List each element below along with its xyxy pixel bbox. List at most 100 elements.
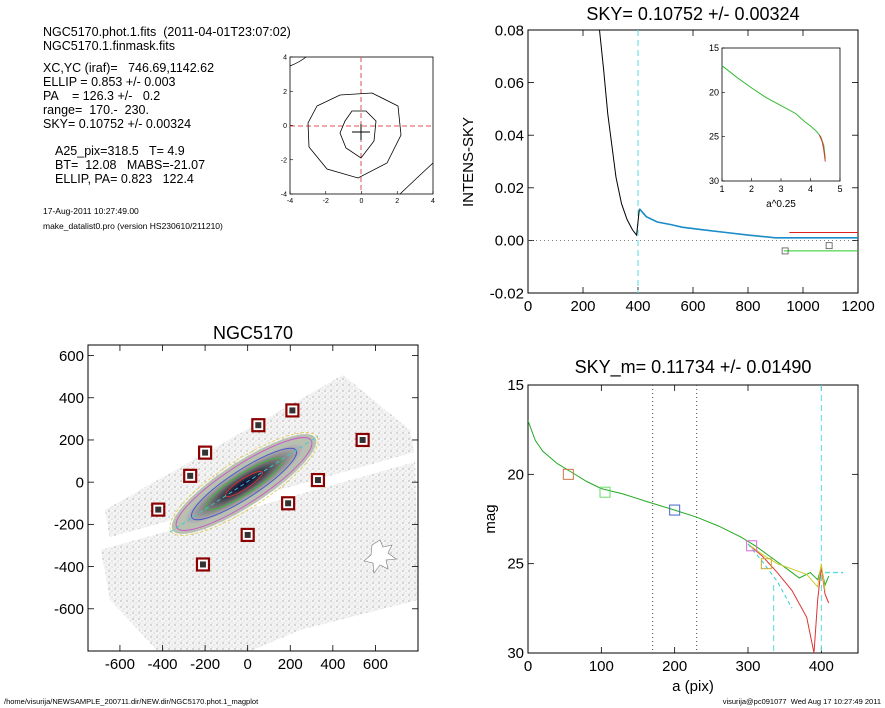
cc-ytick-label-4: -4	[281, 192, 287, 199]
inset-xtick-label-1: 2	[749, 184, 754, 194]
star-core-3	[187, 472, 194, 479]
gal-ytick-label-6: -600	[54, 601, 84, 618]
sky-ytick-label-0: 0.08	[495, 22, 524, 39]
gal-ytick-label-2: 200	[59, 432, 84, 449]
gal-xtick-label-6: 600	[363, 656, 388, 673]
header-line-sky: SKY= 0.10752 +/- 0.00324	[43, 117, 192, 131]
header-line-bt: BT= 12.08 MABS=-21.07	[55, 158, 206, 172]
sky-marker-1	[825, 242, 833, 250]
contour-corner	[289, 56, 307, 67]
star-core-9	[199, 561, 206, 568]
galaxy-title: NGC5170	[213, 323, 293, 343]
center-contour-panel: -4 -2 0 2 4 4 2 0 -2 -4	[281, 55, 435, 206]
sky-ytick-label-2: 0.04	[495, 127, 524, 144]
galaxy-image	[100, 375, 418, 651]
cc-xtick-label-2: 0	[360, 198, 364, 205]
sky-series-0	[599, 30, 640, 237]
galaxy-majoraxis	[169, 435, 319, 533]
mag-xtick-label-0: 0	[524, 658, 532, 675]
mag-marker-3	[746, 540, 758, 552]
cc-xtick-label-0: -4	[287, 198, 293, 205]
mag-marker-1	[599, 486, 611, 498]
header-date: 17-Aug-2011 10:27:49.00	[43, 206, 139, 216]
mag-ylabel: mag	[482, 504, 499, 533]
footer-user: visurija@pc091077 Wed Aug 17 10:27:49 20…	[722, 697, 881, 706]
inset-xtick-label-4: 5	[837, 184, 842, 194]
star-core-0	[255, 422, 262, 429]
cc-ytick-label-2: 0	[283, 123, 287, 130]
mag-marker-2	[669, 504, 681, 516]
header-line-ellip: ELLIP = 0.853 +/- 0.003	[43, 75, 176, 89]
gal-ytick-label-5: -400	[54, 559, 84, 576]
sky-inset-xlabel: a^0.25	[766, 199, 796, 210]
mag-series-3	[747, 543, 793, 609]
center-cross-marker	[352, 124, 370, 140]
sky-xtick-label-6: 1200	[841, 298, 874, 315]
star-core-6	[285, 500, 292, 507]
mag-xtick-label-4: 400	[809, 658, 834, 675]
mag-xlabel: a (pix)	[672, 678, 714, 695]
header-line-ellip-pa: ELLIP, PA= 0.823 122.4	[55, 172, 194, 186]
inset-xtick-label-3: 4	[808, 184, 813, 194]
galaxy-body	[184, 443, 304, 525]
header-line-a25: A25_pix=318.5 T= 4.9	[55, 144, 185, 158]
gal-xtick-label-4: 200	[278, 656, 303, 673]
sky-xtick-label-2: 400	[625, 298, 650, 315]
inset-ytick-label-0: 15	[709, 43, 719, 53]
sky-inset-frame	[721, 47, 841, 182]
star-core-5	[314, 477, 321, 484]
mag-xtick-label-3: 300	[735, 658, 760, 675]
contour-middle	[307, 92, 402, 179]
gal-xtick-label-1: -400	[148, 656, 178, 673]
mag-frame	[527, 384, 859, 654]
contour-outer	[399, 162, 434, 195]
gal-ytick-label-1: 400	[59, 390, 84, 407]
galaxy-frame	[87, 344, 419, 652]
gal-xtick-label-0: -600	[105, 656, 135, 673]
mag-marker-4	[760, 558, 772, 570]
sky-ytick-label-3: 0.02	[495, 180, 524, 197]
cc-ytick-label-1: 2	[283, 89, 287, 96]
gal-xtick-label-5: 400	[320, 656, 345, 673]
mag-series-1	[747, 543, 830, 653]
sky-ytick-label-1: 0.06	[495, 75, 524, 92]
inset-ytick-label-1: 20	[709, 87, 719, 97]
sky-xtick-label-5: 1000	[786, 298, 819, 315]
mag-marker-0	[562, 468, 574, 480]
inset-series	[721, 65, 826, 159]
contour-inner	[339, 110, 377, 159]
inset-ytick-label-3: 30	[709, 176, 719, 186]
sky-ytick-label-5: -0.02	[490, 285, 524, 302]
star-core-2	[202, 449, 209, 456]
mag-ytick-label-1: 20	[507, 466, 524, 483]
cc-ytick-label-0: 4	[283, 55, 287, 62]
gal-xtick-label-3: 0	[244, 656, 252, 673]
gal-ytick-label-0: 600	[59, 348, 84, 365]
header-line-range: range= 170.- 230.	[43, 103, 149, 117]
mag-ytick-label-3: 30	[507, 645, 524, 662]
cc-xtick-label-1: -2	[323, 198, 329, 205]
star-core-8	[244, 531, 251, 538]
sky-series-1	[638, 208, 858, 239]
cc-ytick-label-3: -2	[281, 157, 287, 164]
mag-profile-panel: SKY_m= 0.11734 +/- 0.01490 mag a (pix) 0…	[482, 357, 859, 695]
mag-title: SKY_m= 0.11734 +/- 0.01490	[575, 357, 812, 378]
sky-profile-panel: SKY= 0.10752 +/- 0.00324 INTENS-SKY 0 200…	[460, 4, 875, 315]
header-line-mask: NGC5170.1.finmask.fits	[43, 39, 175, 53]
sky-marker-0	[781, 247, 789, 255]
sky-ytick-label-4: 0.00	[495, 233, 524, 250]
header-program: make_datalist0.pro (version HS230610/211…	[43, 221, 223, 231]
star-core-1	[289, 407, 296, 414]
cc-xtick-label-4: 4	[431, 198, 435, 205]
header-line-pa: PA = 126.3 +/- 0.2	[43, 89, 161, 103]
mag-series-2	[747, 543, 826, 591]
sky-xtick-label-1: 200	[570, 298, 595, 315]
galaxy-panel: NGC5170 -600 -400 -200 0 200 400 600 600 400 200 0…	[54, 323, 419, 673]
sky-title: SKY= 0.10752 +/- 0.00324	[586, 4, 799, 24]
mag-xtick-label-1: 100	[589, 658, 614, 675]
mag-series-0	[528, 420, 830, 587]
header-line-file: NGC5170.phot.1.fits (2011-04-01T23:07:02…	[43, 25, 291, 39]
gal-xtick-label-2: -200	[190, 656, 220, 673]
inset-xtick-label-2: 3	[778, 184, 783, 194]
